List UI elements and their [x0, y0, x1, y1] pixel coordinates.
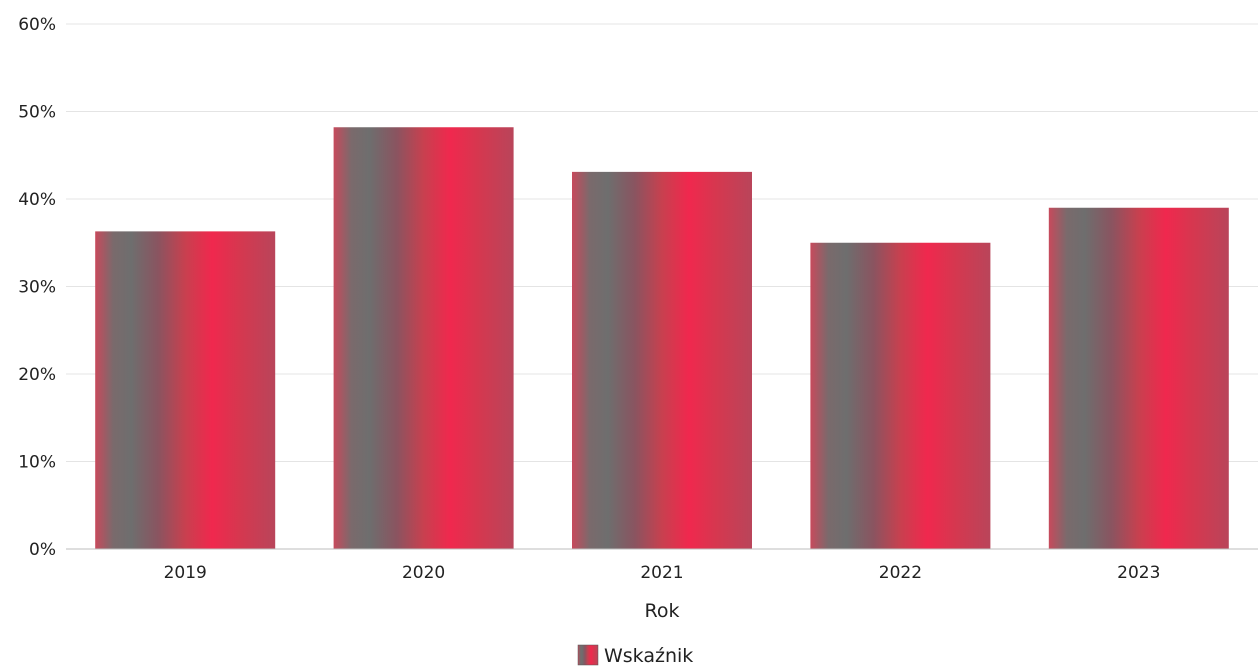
y-tick-label: 40%	[18, 190, 56, 210]
y-tick-label: 0%	[29, 540, 56, 560]
y-tick-label: 10%	[18, 453, 56, 473]
x-tick-label: 2020	[402, 563, 445, 583]
legend-swatch	[577, 644, 599, 666]
x-tick-label: 2021	[640, 563, 683, 583]
y-tick-label: 60%	[18, 15, 56, 35]
y-axis-ticks: 0% 10% 20% 30% 40% 50% 60%	[18, 15, 56, 560]
bars	[95, 127, 1229, 549]
legend-label: Wskaźnik	[604, 645, 693, 667]
y-tick-label: 50%	[18, 103, 56, 123]
bar-2020	[333, 127, 514, 549]
x-axis-ticks: 2019 2020 2021 2022 2023	[164, 563, 1161, 583]
bar-2022	[810, 242, 991, 549]
x-axis-title: Rok	[645, 600, 680, 622]
x-tick-label: 2023	[1117, 563, 1160, 583]
bar-2021	[572, 171, 752, 549]
x-tick-label: 2019	[164, 563, 207, 583]
bar-2019	[95, 231, 276, 549]
y-tick-label: 20%	[18, 365, 56, 385]
x-tick-label: 2022	[879, 563, 922, 583]
legend: Wskaźnik	[577, 644, 693, 667]
bar-2023	[1048, 207, 1229, 549]
y-tick-label: 30%	[18, 278, 56, 298]
